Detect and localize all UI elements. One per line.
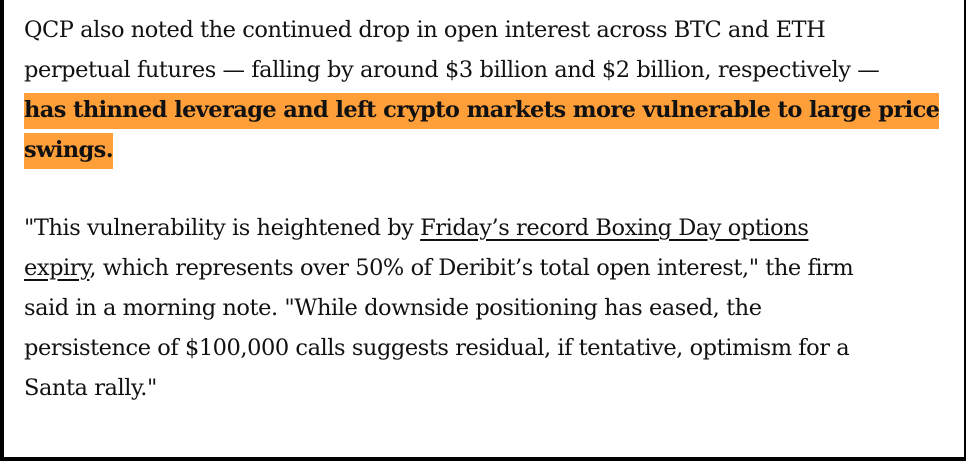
article-body: QCP also noted the continued drop in ope… (24, 10, 959, 408)
paragraph-line: Santa rally." (24, 375, 157, 401)
paragraph-line: perpetual futures — falling by around $3… (24, 57, 880, 83)
paragraph-line: "This vulnerability is heightened by Fri… (24, 208, 959, 248)
paragraph-line: expiry, which represents over 50% of Der… (24, 248, 959, 288)
highlighted-text: has thinned leverage and left crypto mar… (24, 93, 940, 129)
quote-text: "This vulnerability is heightened by (24, 215, 421, 241)
boxing-day-expiry-link-continued[interactable]: expiry (24, 255, 90, 281)
article-frame: QCP also noted the continued drop in ope… (4, 0, 964, 457)
boxing-day-expiry-link[interactable]: Friday’s record Boxing Day options (420, 215, 809, 241)
paragraph-open-interest: QCP also noted the continued drop in ope… (24, 10, 959, 170)
quote-text: , which represents over 50% of Deribit’s… (89, 255, 854, 281)
paragraph-line: said in a morning note. "While downside … (24, 295, 762, 321)
highlighted-line: has thinned leverage and left crypto mar… (24, 90, 959, 130)
paragraph-quote: "This vulnerability is heightened by Fri… (24, 208, 959, 408)
highlighted-text: swings. (24, 133, 114, 169)
paragraph-line: persistence of $100,000 calls suggests r… (24, 335, 850, 361)
paragraph-line: QCP also noted the continued drop in ope… (24, 17, 826, 43)
highlighted-line: swings. (24, 130, 959, 170)
